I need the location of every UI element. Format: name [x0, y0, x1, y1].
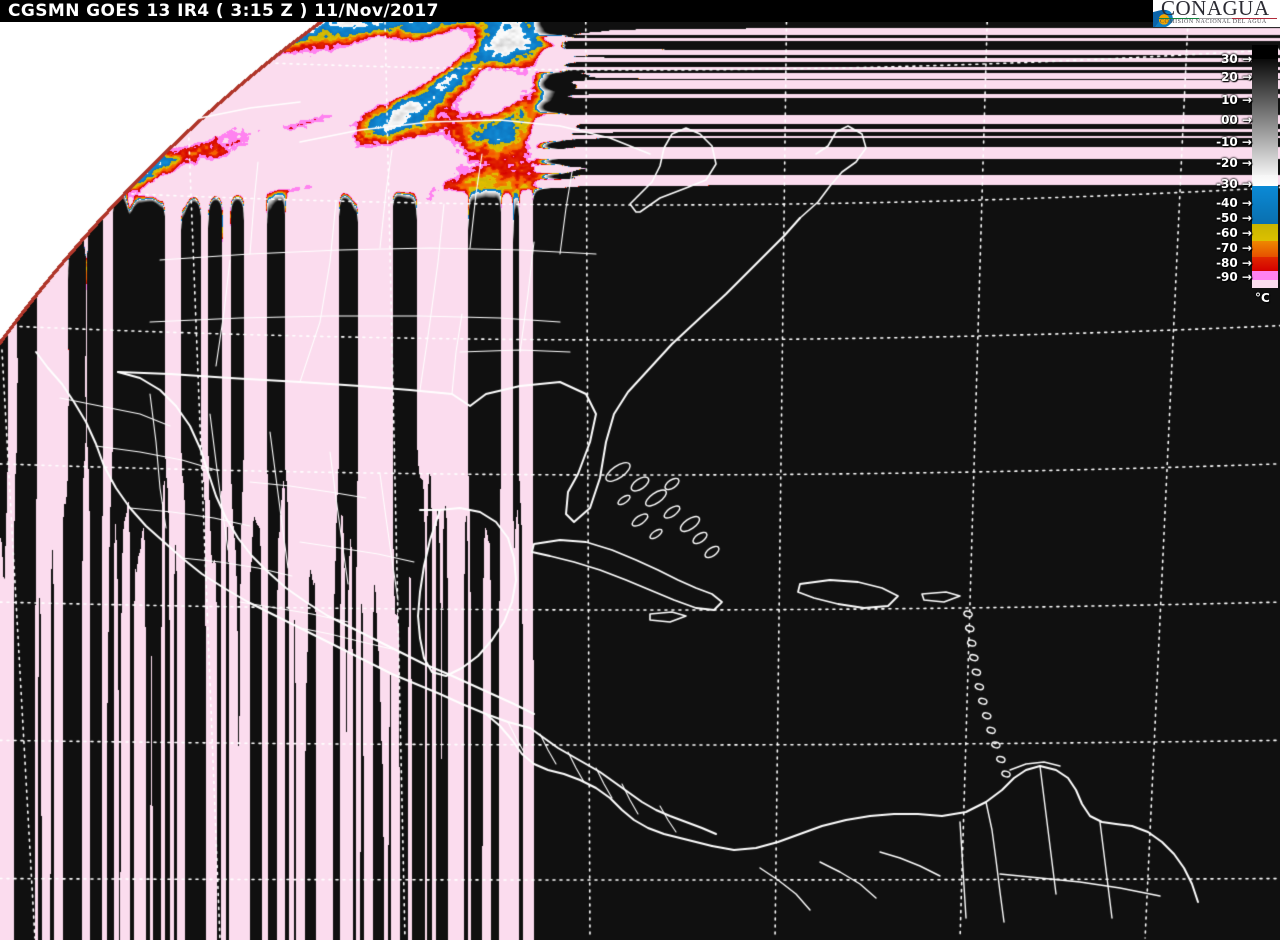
scale-segment-yellow-olive — [1252, 224, 1278, 241]
ir-imagery — [0, 22, 1280, 940]
title-bar: CGSMN GOES 13 IR4 ( 3:15 Z ) 11/Nov/2017 — [0, 0, 1280, 22]
conagua-logo: CONAGUA COMISIÓN NACIONAL DEL AGUA — [1153, 0, 1280, 27]
conagua-wordmark: CONAGUA — [1161, 0, 1270, 20]
temperature-color-scale: 30 → 20 → 10 → 00 → -10 → -20 → -30 → -40 → -50 … — [1216, 45, 1278, 304]
scale-tick-0: 30 → — [1221, 52, 1252, 66]
scale-segment-orange — [1252, 241, 1278, 257]
conagua-subtitle: COMISIÓN NACIONAL DEL AGUA — [1160, 19, 1267, 25]
scale-tick-4: -10 → — [1216, 135, 1252, 149]
scale-segment-pale-pink — [1252, 280, 1278, 288]
scale-tick-7: -40 → — [1216, 196, 1252, 210]
scale-segment-blue — [1252, 186, 1278, 224]
scale-tick-8: -50 → — [1216, 211, 1252, 225]
conagua-divider — [1159, 18, 1277, 19]
scale-tick-5: -20 → — [1216, 156, 1252, 170]
color-scale-bar — [1252, 45, 1278, 288]
page-title: CGSMN GOES 13 IR4 ( 3:15 Z ) 11/Nov/2017 — [8, 1, 439, 21]
satellite-image-canvas — [0, 22, 1280, 940]
scale-tick-2: 10 → — [1221, 93, 1252, 107]
color-scale-unit-label: °C — [1255, 291, 1270, 305]
scale-tick-9: -60 → — [1216, 226, 1252, 240]
scale-tick-3: 00 → — [1221, 113, 1252, 127]
scale-segment-magenta — [1252, 271, 1278, 280]
scale-segment-white-cap — [1252, 175, 1278, 186]
scale-segment-gray-ramp — [1252, 59, 1278, 175]
scale-tick-10: -70 → — [1216, 241, 1252, 255]
scale-tick-1: 20 → — [1221, 70, 1252, 84]
color-scale-ticks: 30 → 20 → 10 → 00 → -10 → -20 → -30 → -40 → -50 … — [1216, 45, 1278, 288]
scale-tick-12: -90 → — [1216, 270, 1252, 284]
scale-segment-warm-black — [1252, 45, 1278, 59]
scale-tick-11: -80 → — [1216, 256, 1252, 270]
scale-segment-red — [1252, 257, 1278, 271]
scale-tick-6: -30 → — [1216, 177, 1252, 191]
